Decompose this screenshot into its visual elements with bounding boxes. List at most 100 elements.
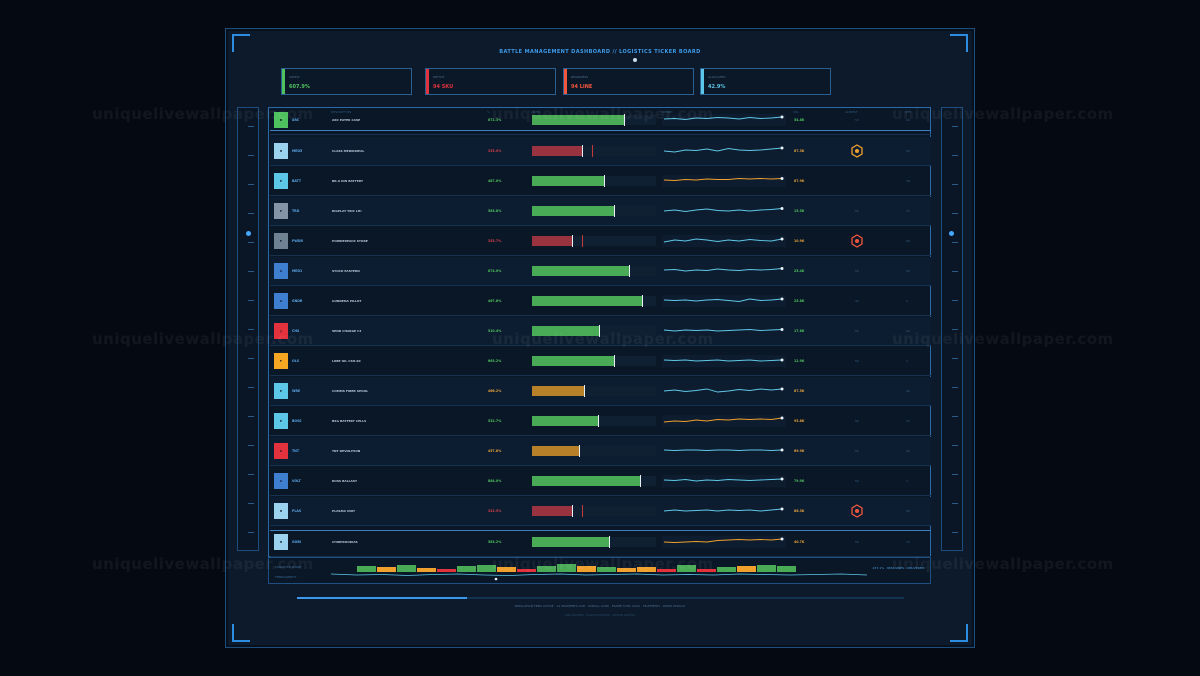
kpi-card[interactable]: ALLOCATED 42.9% [700,68,831,95]
watermark-text: uniquelivewallpaper.com [492,555,714,573]
table-row[interactable]: Z TNT TNT DEVOLITION 457.8% 69.9K 56 46 [270,437,931,466]
row-quantity: 86 [906,239,910,243]
column-header: DESCRIPTION [331,110,352,114]
row-level-cap [629,265,630,277]
row-percent: 335.0% [488,149,502,153]
sparkline-endpoint [780,177,784,180]
alert-hex-icon[interactable] [851,504,863,518]
table-row[interactable]: E BATT BR-9 ION BATTERY 487.0% 87.9K 3N [270,167,931,196]
table-row[interactable]: A GNDR GUNDENA PILLOT 467.8% 25.8K 40 4 [270,287,931,316]
row-symbol: PLAS [292,509,302,513]
row-symbol: OLS [292,359,300,363]
table-row[interactable]: J CHS SEND CHARGE C4 510.4% 17.6K 56 64 [270,317,931,346]
sparkline-line [663,478,783,482]
row-level-cap [609,536,610,548]
left-scroll-rail[interactable] [237,107,259,551]
row-volume: 54.8K [794,118,805,122]
row-percent: 457.8% [488,449,502,453]
scroll-progress-bar[interactable] [297,597,904,599]
row-trend-sparkline [662,355,786,367]
footer-status: SIMULATION FEED ACTIVE · 14 SEGMENTS LIV… [514,604,686,608]
corner-bracket-top-left [232,34,250,52]
sparkline-background [662,415,786,427]
column-header: % [487,110,490,114]
sparkline-endpoint [780,146,784,150]
row-status-code: 56 [855,359,859,363]
sparkline-endpoint [780,387,784,391]
row-trend-sparkline [662,325,786,337]
column-header: LEVEL [531,110,541,114]
corner-bracket-bottom-right [950,624,968,642]
row-status-code: 56 [855,540,859,544]
row-level-fill [532,266,629,276]
pulse-block [717,567,736,572]
row-volume: 15.5K [794,209,805,213]
warning-hex-icon[interactable] [851,144,863,158]
kpi-accent-bar [282,69,285,94]
row-badge: E [274,383,288,399]
row-quantity: 46 [906,389,910,393]
sparkline-background [662,145,786,157]
table-row[interactable]: H GOBI CHIRPROOKIAS 583.2% 40.7K 56 76 [270,528,931,557]
strip-label-right: 437.1% · 8834 LINES · DELIVERED [872,566,924,570]
left-rail-handle[interactable] [246,231,251,236]
table-row[interactable]: H MED5 CLASS MEDIKRIEAL 335.0% 87.3K 56 [270,137,931,166]
row-status-code: 56 [855,419,859,423]
kpi-card[interactable]: READINESS 94 LINE [563,68,694,95]
row-level-fill [532,386,584,396]
pulse-block [357,566,376,572]
right-scroll-rail[interactable] [941,107,963,551]
row-level-cap [579,445,580,457]
kpi-label: DEFICIT [433,75,445,79]
row-description: BR-9 ION BATTERY [332,179,364,183]
table-row[interactable]: H PLAS PLASMA UNIT 332.5% 86.3K 86 [270,497,931,526]
table-row[interactable]: B ARC ARC EATER CASE 872.3% 54.8K 50 4R [270,106,931,135]
rail-tick [248,358,254,359]
table-row[interactable]: P TRD RIGPLAT TRIC LHI 563.8% 15.5K 56 75 [270,197,931,226]
sparkline-background [662,175,786,187]
row-quantity: 3N [906,179,911,183]
column-header: ALERT [845,110,855,114]
row-quantity: 76 [906,540,910,544]
sparkline-line [663,268,783,272]
row-level-fill [532,356,614,366]
row-volume: 25.8K [794,299,805,303]
row-percent: 510.4% [488,329,502,333]
row-badge: F [274,353,288,369]
row-description: RIGPLAT TRIC LHI [332,209,362,213]
row-level-fill [532,476,640,486]
row-status-code: 56 [855,329,859,333]
row-percent: 884.0% [488,479,502,483]
sparkline-endpoint [780,297,784,301]
row-volume: 87.9K [794,179,805,183]
table-row[interactable]: A MED1 STOCK EASTERN 874.0% 25.4K 56 56 [270,257,931,286]
table-row[interactable]: A VOLT ROSS BALLAST 884.0% 79.9K 56 3 [270,467,931,496]
table-row[interactable]: E WRE COMMS FIBER SPOOL 466.2% 87.5K 46 [270,377,931,406]
right-rail-handle[interactable] [949,231,954,236]
row-level-cap [582,145,583,157]
row-level-fill [532,416,598,426]
selection-line [270,130,931,131]
row-level-fill [532,296,642,306]
kpi-card[interactable]: DEFICIT 94 SKU [425,68,556,95]
row-badge: Z [274,443,288,459]
row-threshold-marker [582,235,583,247]
kpi-card[interactable]: SUPPLY 607.9% [281,68,412,95]
row-badge: E [274,173,288,189]
kpi-value: 94 SKU [433,84,454,90]
table-row[interactable]: P PWDR POWDERPACK STORE 355.7% 10.9K 86 [270,227,931,256]
pulse-block [377,567,396,572]
kpi-value: 94 LINE [571,84,593,90]
table-row[interactable]: F OLS LUBE OIL CSH-90 663.2% 12.9K 56 4 [270,347,931,376]
sparkline-line [663,329,783,332]
row-level-fill [532,206,614,216]
row-trend-sparkline [662,415,786,427]
alert-hex-icon[interactable] [851,234,863,248]
table-row[interactable]: E BOSS BSG BATTERY CELLS 532.7% 95.8K 56 50 [270,407,931,436]
row-percent: 872.3% [488,118,502,122]
row-description: LUBE OIL CSH-90 [332,359,361,363]
row-level-track [532,355,656,367]
column-header: QTY [905,110,912,114]
row-badge: E [274,413,288,429]
row-status-code: 50 [855,118,859,122]
